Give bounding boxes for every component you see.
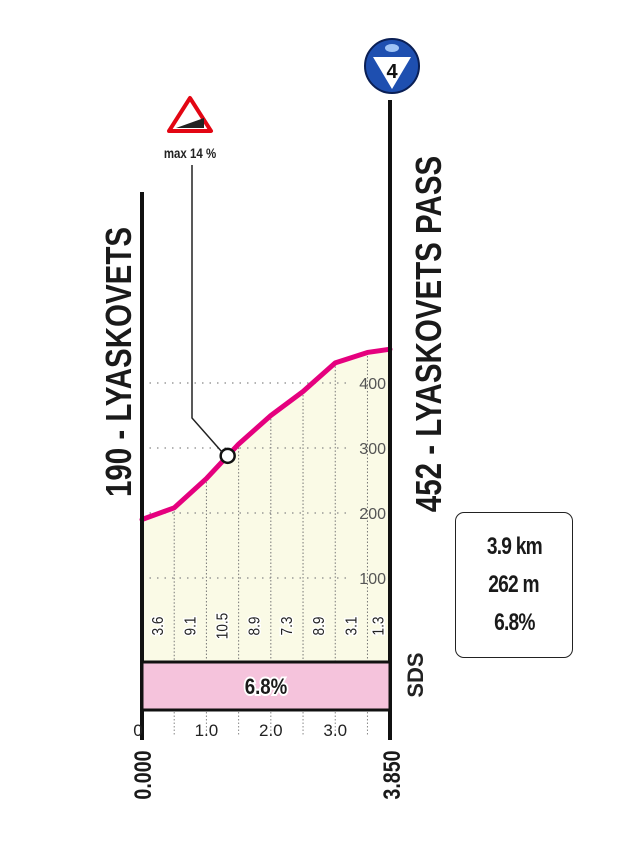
max-gradient-marker bbox=[219, 447, 236, 465]
elevation-tick-label: 200 bbox=[359, 506, 386, 523]
segment-gradient-label: 1.3 bbox=[371, 617, 388, 636]
average-gradient-band-label: 6.8% bbox=[245, 676, 288, 700]
max-gradient-label: max 14 % bbox=[164, 145, 217, 161]
start-name: 190 - LYASKOVETS bbox=[98, 227, 138, 497]
elevation-profile-line bbox=[139, 346, 393, 522]
km-tick-label: 1.0 bbox=[195, 721, 219, 740]
segment-gradient-label: 3.1 bbox=[343, 617, 360, 636]
km-tick-label: 0 bbox=[133, 721, 142, 740]
segment-gradient-label: 8.9 bbox=[311, 617, 328, 636]
max-gradient-leader-line bbox=[191, 165, 223, 453]
average-gradient-band bbox=[140, 660, 392, 712]
category-number: 4 bbox=[386, 61, 398, 83]
segment-gradient-label: 7.3 bbox=[279, 617, 296, 636]
summary-avg-gradient: 6.8% bbox=[493, 609, 535, 636]
segment-gradient-label: 8.9 bbox=[247, 617, 264, 636]
finish-name: 452 - LYASKOVETS PASS bbox=[408, 156, 448, 512]
profile-fill bbox=[142, 349, 390, 662]
summary-distance: 3.9 km bbox=[486, 533, 543, 560]
segment-gradient-label: 3.6 bbox=[150, 617, 167, 636]
sds-logo: SDS bbox=[403, 652, 428, 697]
climb-summary-box: 3.9 km 262 m 6.8% bbox=[455, 512, 573, 658]
km-tick-label: 2.0 bbox=[259, 721, 283, 740]
category-4-badge: 4 bbox=[364, 38, 420, 94]
km-tick-label: 3.0 bbox=[323, 721, 347, 740]
summary-elevation-gain: 262 m bbox=[488, 571, 540, 598]
max-gradient-warning-icon bbox=[167, 96, 213, 133]
elevation-tick-label: 400 bbox=[359, 376, 386, 393]
start-km-label: 0.000 bbox=[129, 750, 156, 799]
segment-gradient-label: 9.1 bbox=[182, 617, 199, 636]
finish-km-label: 3.850 bbox=[378, 750, 405, 799]
elevation-tick-label: 100 bbox=[359, 571, 386, 588]
elevation-tick-label: 300 bbox=[359, 441, 386, 458]
segment-gradient-label: 10.5 bbox=[215, 613, 232, 639]
